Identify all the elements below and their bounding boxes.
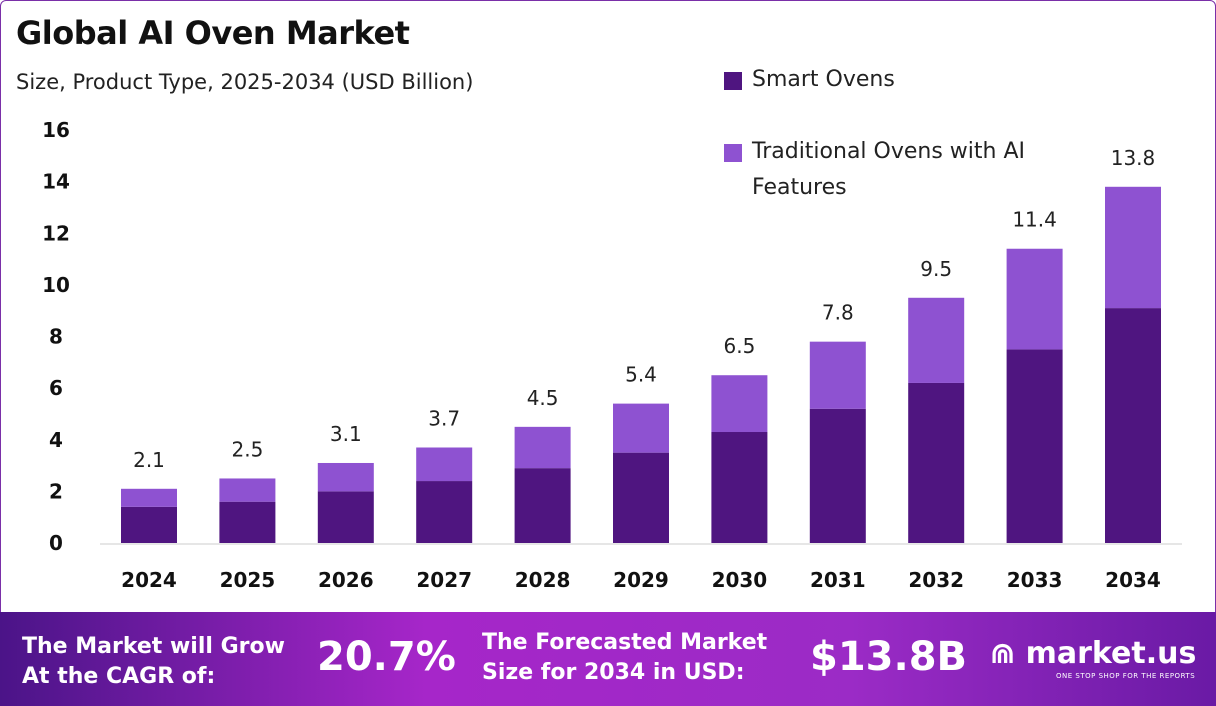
x-tick-label: 2031 [810,568,866,592]
y-tick-label: 10 [42,273,70,297]
bar-smart-2027 [416,481,473,543]
bar-traditional-2026 [317,462,374,492]
bar-smart-2029 [613,452,669,543]
bar-traditional-2025 [219,478,276,502]
x-tick-label: 2030 [712,568,768,592]
bar-traditional-2034 [1105,186,1161,309]
y-tick-label: 4 [49,428,63,452]
x-tick-label: 2033 [1007,568,1063,592]
bar-smart-2028 [514,468,571,543]
bar-traditional-2031 [809,341,866,409]
y-tick-label: 12 [42,221,70,245]
cagr-label: The Market will Grow At the CAGR of: [22,634,285,689]
total-label: 3.7 [428,406,460,430]
x-tick-label: 2032 [908,568,964,592]
total-label: 2.5 [231,437,263,461]
total-label: 7.8 [822,301,854,325]
bar-traditional-2030 [711,375,768,433]
bar-smart-2024 [121,506,177,543]
legend-item-smart-ovens: Smart Ovens [724,62,1082,98]
bar-traditional-2024 [121,488,177,507]
total-label: 11.4 [1012,208,1057,232]
total-label: 5.4 [625,363,657,387]
legend-swatch [724,144,742,162]
total-label: 13.8 [1111,146,1156,170]
brand-name: market.us [1025,636,1197,671]
bar-traditional-2029 [613,403,669,453]
legend-label: Smart Ovens [752,67,895,92]
bar-chart: 0 2 4 6 8 10 12 14 16 2.1 2024 2.5 2025 3.1 2026 3.7 202… [42,118,1182,592]
total-label: 2.1 [133,448,165,472]
brand-logo: ⋒ market.us [990,636,1196,671]
y-tick-label: 14 [42,170,70,194]
x-tick-label: 2026 [318,568,374,592]
legend-swatch [724,72,742,90]
x-tick-label: 2029 [613,568,669,592]
x-tick-label: 2025 [220,568,276,592]
brand-tagline: ONE STOP SHOP FOR THE REPORTS [1056,672,1196,680]
cagr-value: 20.7% [317,634,456,680]
legend-item-traditional-ovens: Traditional Ovens with AI Features [724,134,1082,206]
bar-traditional-2032 [908,297,965,383]
bar-smart-2034 [1105,308,1161,543]
x-tick-label: 2034 [1105,568,1161,592]
bar-traditional-2033 [1006,248,1063,350]
forecast-label: The Forecasted Market Size for 2034 in U… [482,630,768,685]
y-tick-label: 0 [49,531,63,555]
bar-smart-2025 [219,501,276,543]
bar-traditional-2027 [416,447,473,482]
chart-title: Global AI Oven Market [16,14,410,52]
bar-smart-2033 [1006,349,1063,543]
chart-subtitle: Size, Product Type, 2025-2034 (USD Billi… [16,70,474,94]
y-tick-label: 16 [42,118,70,142]
y-tick-label: 8 [49,325,63,349]
legend-label: Traditional Ovens with AI Features [752,139,1026,200]
summary-banner: The Market will Grow At the CAGR of: 20.… [0,612,1216,706]
x-tick-label: 2024 [121,568,177,592]
y-tick-label: 6 [49,376,63,400]
total-label: 9.5 [920,257,952,281]
bar-smart-2032 [908,382,965,543]
logo-icon: ⋒ [990,636,1016,671]
bar-traditional-2028 [514,426,571,469]
bar-smart-2026 [317,491,374,543]
y-tick-label: 2 [49,479,63,503]
bar-smart-2031 [809,408,866,543]
total-label: 6.5 [723,334,755,358]
total-label: 4.5 [527,386,559,410]
bar-smart-2030 [711,432,768,543]
total-label: 3.1 [330,422,362,446]
x-tick-label: 2028 [515,568,571,592]
x-tick-label: 2027 [416,568,472,592]
forecast-value: $13.8B [810,634,968,680]
